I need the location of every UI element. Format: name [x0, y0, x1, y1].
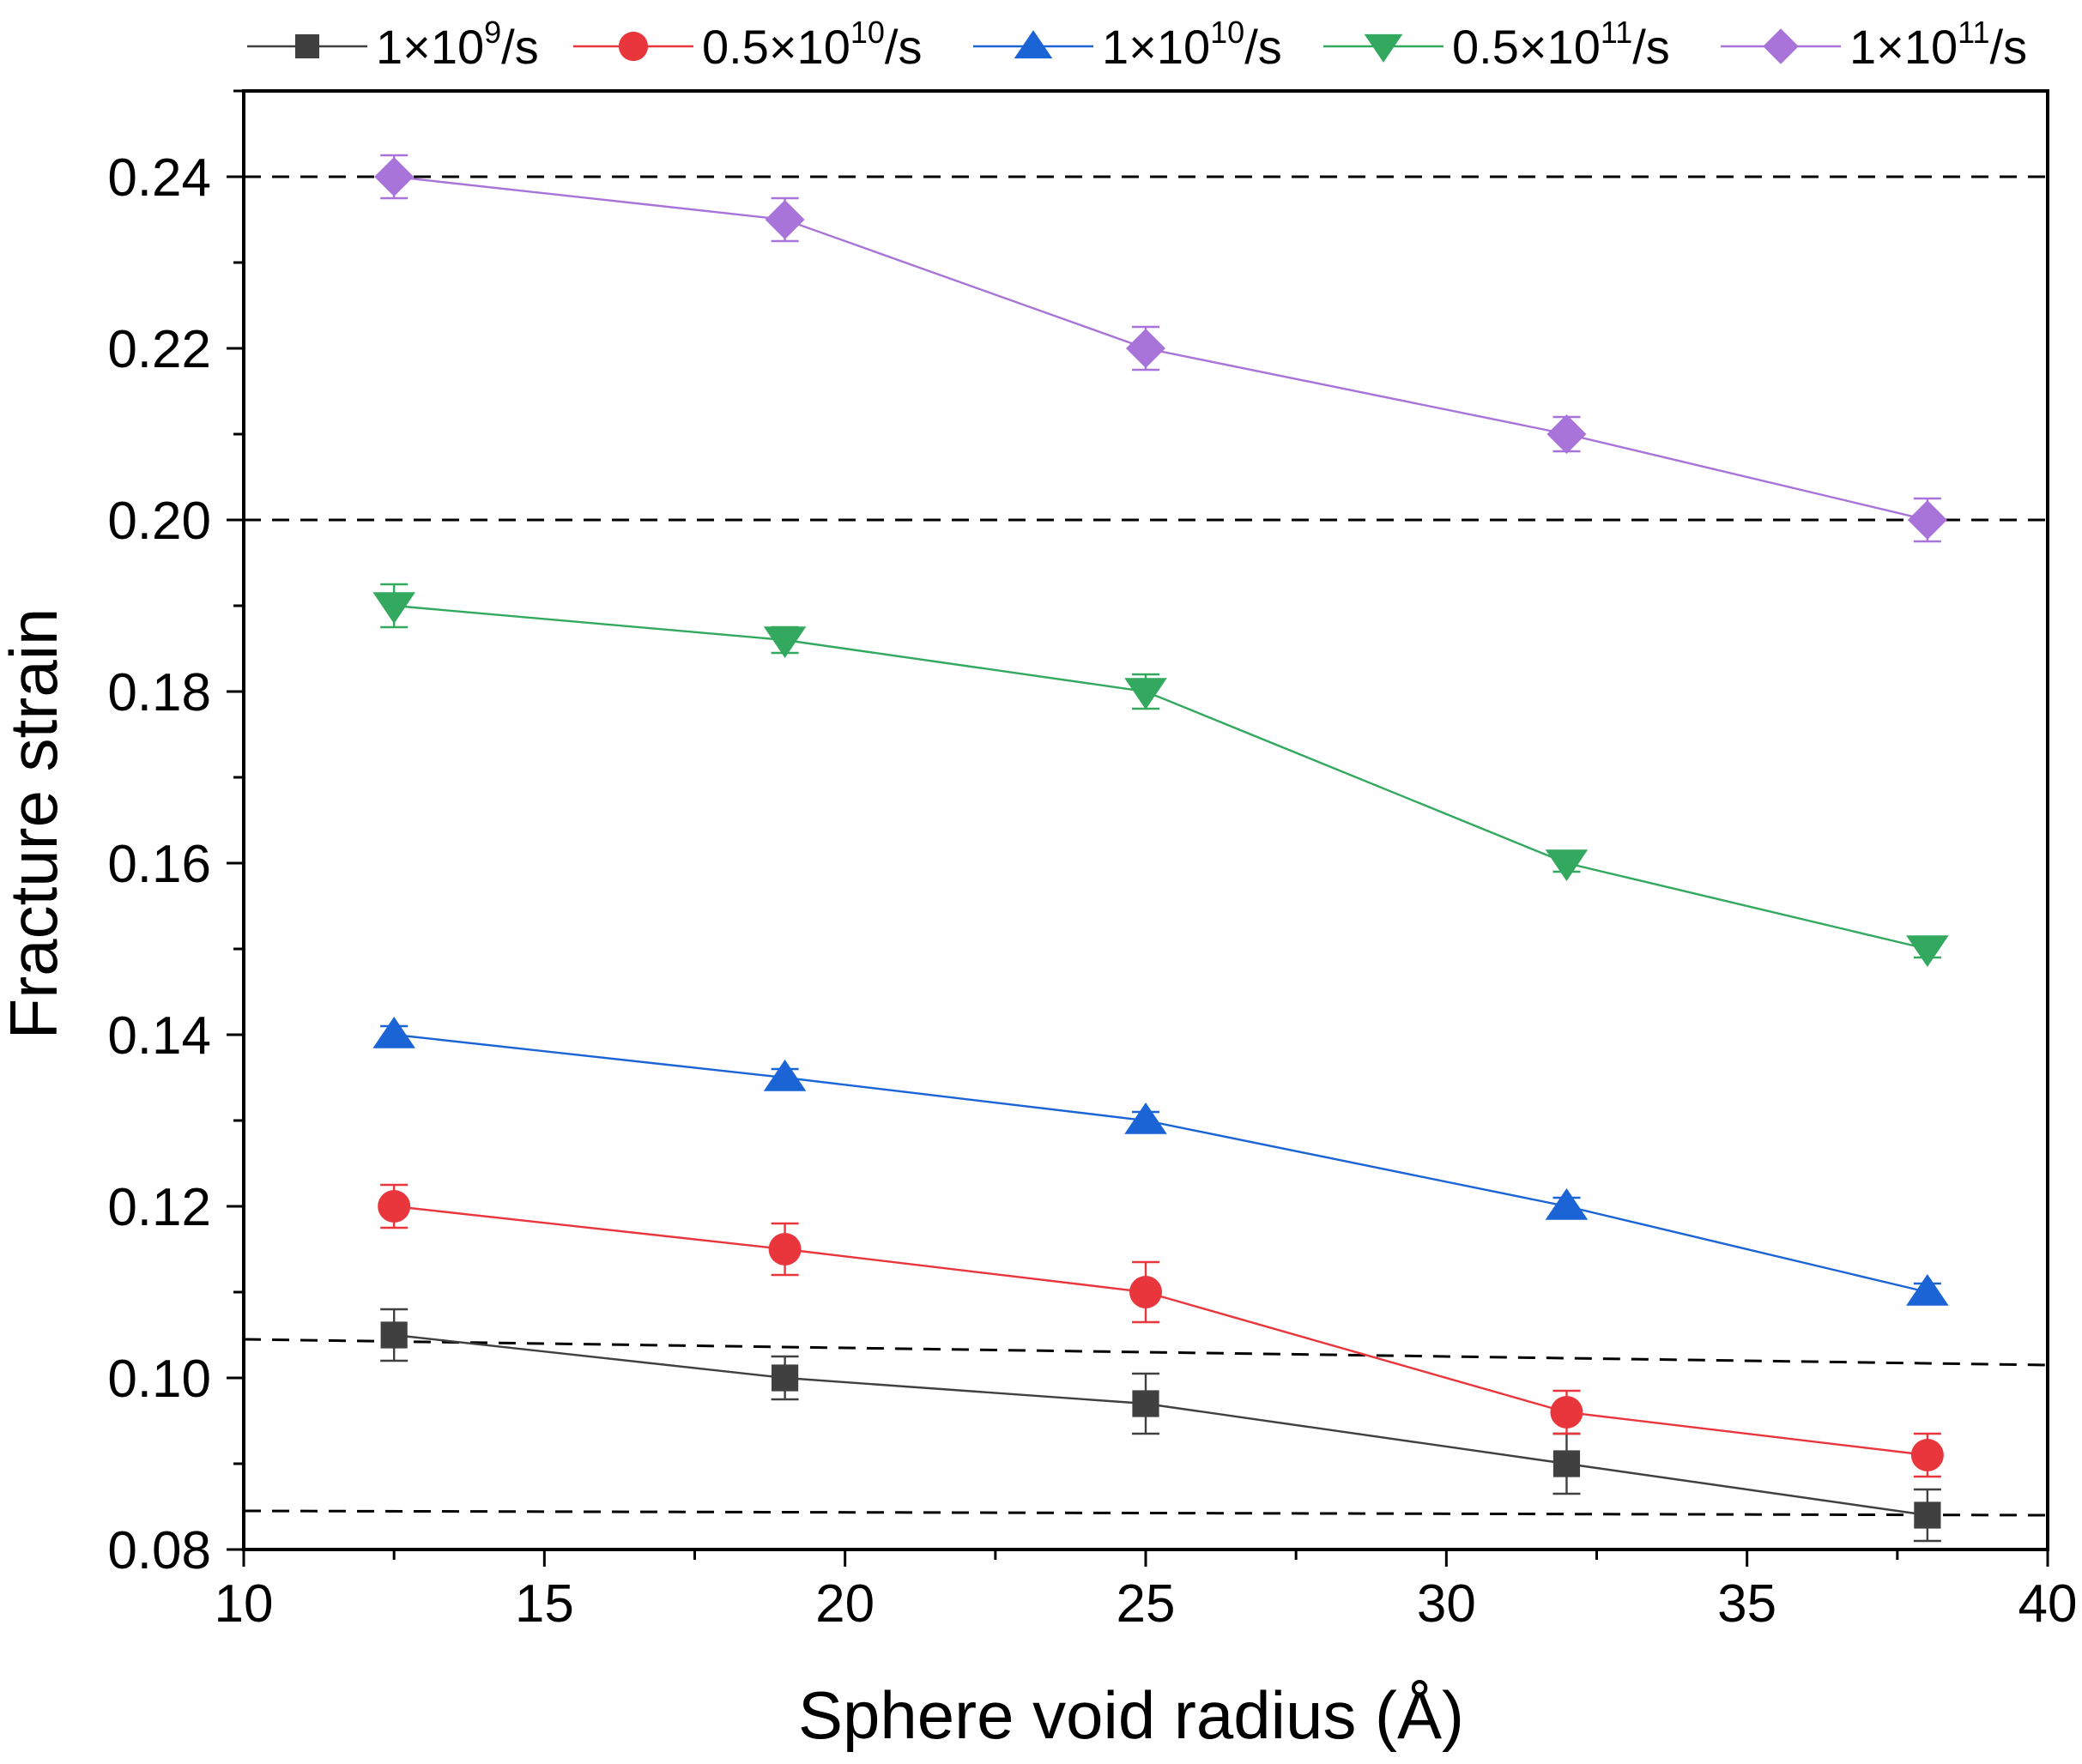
y-axis-title: Fracture strain — [0, 608, 71, 1040]
x-tick-label: 15 — [515, 1574, 574, 1634]
legend-marker — [1014, 30, 1053, 59]
legend-label: 1×1010/s — [1102, 15, 1282, 74]
data-point — [765, 200, 805, 239]
legend-item-4: 0.5×1011/s — [1323, 15, 1670, 74]
legend-item-2: 0.5×1010/s — [573, 15, 922, 74]
x-tick-label: 20 — [815, 1574, 875, 1634]
data-point — [1907, 500, 1947, 540]
x-tick-label: 40 — [2018, 1574, 2078, 1634]
y-tick-label: 0.20 — [107, 492, 211, 551]
data-point — [1906, 1274, 1949, 1306]
x-axis-title: Sphere void radius (Å) — [798, 1677, 1464, 1753]
data-series — [372, 154, 1949, 1543]
x-tick-label: 30 — [1417, 1574, 1476, 1634]
y-axis: 0.08 0.10 0.12 0.14 0.16 0.18 0.20 0.22 0.24 — [107, 89, 244, 1580]
series-line — [394, 1205, 1928, 1457]
y-tick-label: 0.08 — [107, 1521, 211, 1580]
legend-item-1: 1×109/s — [247, 15, 539, 74]
data-point — [1910, 1439, 1944, 1471]
plot-frame — [242, 89, 2049, 1551]
data-point — [1126, 329, 1165, 368]
y-tick-label: 0.16 — [107, 835, 211, 894]
data-point — [1545, 1188, 1589, 1220]
data-point — [372, 1017, 415, 1048]
legend-marker — [1763, 28, 1799, 64]
series-3 — [372, 1017, 1949, 1306]
data-point — [1129, 1276, 1162, 1308]
data-point — [1914, 1501, 1941, 1529]
data-point — [380, 1321, 408, 1349]
legend-marker — [1364, 33, 1403, 63]
data-point — [1546, 414, 1587, 454]
legend-label: 0.5×1011/s — [1452, 15, 1670, 74]
series-2 — [378, 1183, 1944, 1478]
y-tick-label: 0.24 — [107, 148, 211, 208]
series-1 — [380, 1308, 1941, 1543]
y-tick-label: 0.14 — [107, 1006, 211, 1066]
x-tick-label: 25 — [1117, 1574, 1176, 1634]
legend-label: 1×1011/s — [1849, 15, 2027, 74]
plot-border — [242, 89, 2049, 1551]
legend-item-3: 1×1010/s — [973, 15, 1282, 74]
reference-line-3 — [243, 1338, 2049, 1367]
data-point — [378, 1190, 411, 1223]
y-tick-label: 0.22 — [107, 320, 211, 379]
legend-label: 0.5×1010/s — [702, 15, 922, 74]
y-tick-label: 0.18 — [107, 663, 211, 722]
data-point — [374, 157, 415, 196]
series-line — [394, 1333, 1928, 1517]
legend: 1×109/s 0.5×1010/s 1×1010/s 0.5×1011/s 1×101… — [247, 15, 2027, 74]
legend-item-5: 1×1011/s — [1721, 15, 2027, 74]
reference-line-4 — [243, 1509, 2049, 1517]
data-point — [1552, 1450, 1581, 1477]
legend-label: 1×109/s — [376, 15, 539, 74]
data-point — [1124, 678, 1167, 710]
series-line — [394, 1033, 1928, 1294]
legend-marker — [618, 31, 649, 62]
x-tick-label: 10 — [215, 1574, 274, 1634]
series-5 — [374, 154, 1947, 543]
legend-marker — [294, 33, 320, 59]
y-tick-label: 0.10 — [107, 1350, 211, 1409]
data-point — [1550, 1396, 1583, 1429]
data-point — [1906, 935, 1949, 967]
data-point — [772, 1364, 799, 1392]
x-tick-label: 35 — [1717, 1574, 1776, 1634]
series-4 — [372, 583, 1949, 967]
x-axis: 10 15 20 25 30 35 40 — [215, 1550, 2078, 1634]
y-tick-label: 0.12 — [107, 1178, 211, 1237]
data-point — [768, 1233, 802, 1266]
data-point — [1132, 1390, 1159, 1417]
data-point — [372, 592, 415, 624]
data-point — [1124, 1102, 1167, 1134]
reference-lines — [243, 175, 2049, 1517]
data-point — [1545, 849, 1589, 881]
data-point — [763, 1060, 807, 1091]
series-line — [394, 604, 1928, 951]
data-point — [763, 626, 807, 658]
